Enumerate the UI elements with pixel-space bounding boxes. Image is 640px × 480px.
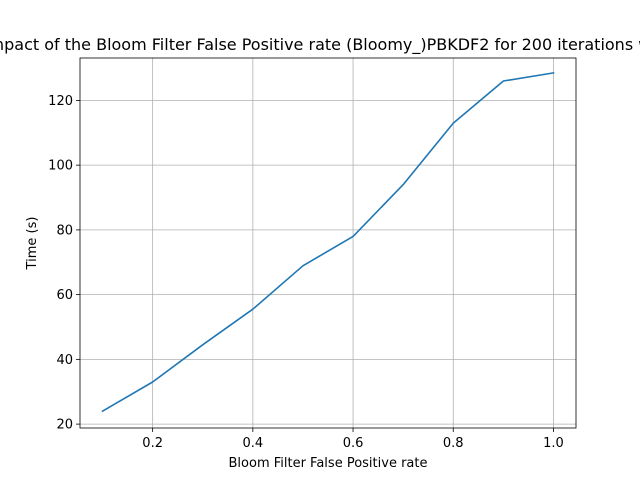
x-tick-label: 0.4: [243, 436, 264, 451]
plot-frame: [79, 57, 577, 429]
y-tick-label: 100: [48, 159, 73, 174]
y-tick-label: 40: [56, 353, 73, 368]
y-tick-label: 80: [56, 223, 73, 238]
x-tick-label: 0.2: [142, 436, 163, 451]
x-tick-label: 0.6: [343, 436, 364, 451]
y-tick-label: 120: [48, 94, 73, 109]
x-axis: 0.2 0.4 0.6 0.8 1.0: [142, 428, 564, 451]
x-tick-label: 1.0: [543, 436, 564, 451]
x-axis-label: Bloom Filter False Positive rate: [229, 456, 428, 471]
series-layer: [101, 71, 555, 413]
x-tick-label: 0.8: [443, 436, 464, 451]
y-tick-label: 60: [56, 288, 73, 303]
chart-title: Impact of the Bloom Filter False Positiv…: [0, 35, 640, 55]
y-tick-label: 20: [56, 418, 73, 433]
y-axis-label: Time (s): [25, 217, 40, 271]
grid: [80, 58, 576, 428]
series-line-time: [101, 71, 555, 413]
y-axis: 20 40 60 80 100 120: [48, 94, 80, 433]
